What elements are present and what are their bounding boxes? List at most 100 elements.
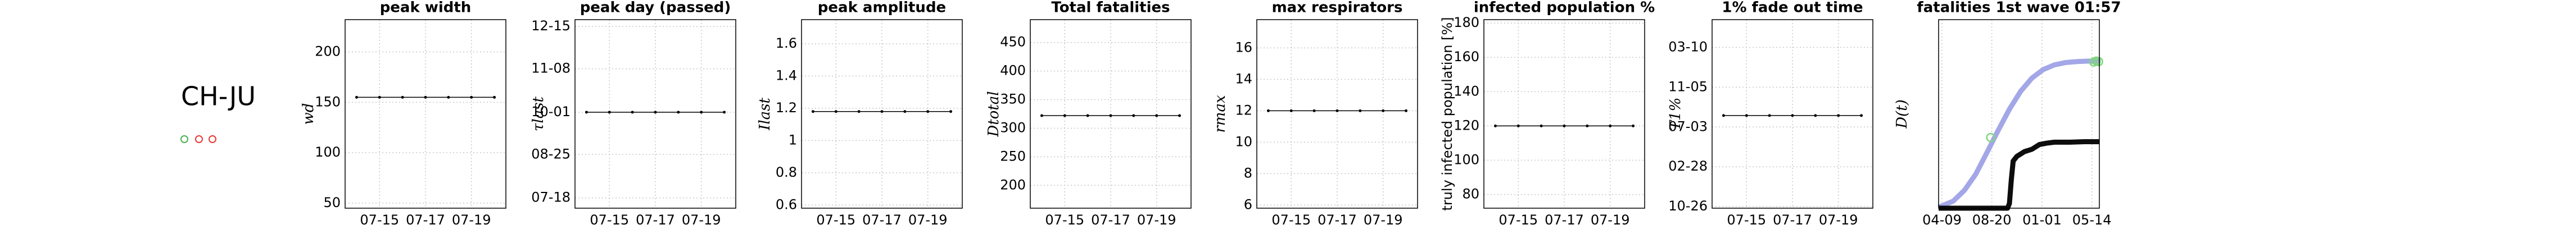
y-tick-label: 10: [1235, 134, 1252, 149]
x-tick-label: 07-19: [1591, 212, 1630, 228]
y-tick-label: 0.8: [776, 164, 797, 180]
plot-frame: [1256, 19, 1418, 209]
point: [493, 95, 496, 99]
y-tick-label: 180: [1454, 15, 1479, 30]
point: [1563, 124, 1566, 127]
y-axis-label: rmax: [1212, 95, 1229, 133]
point: [1540, 124, 1543, 127]
y-tick-label: 10-26: [1668, 198, 1708, 214]
y-tick-label: 11-05: [1668, 79, 1708, 94]
y-axis-label: wd: [300, 103, 317, 125]
point: [1335, 109, 1339, 112]
x-tick-label: 07-19: [1364, 212, 1403, 228]
x-tick-label: 07-19: [908, 212, 948, 228]
x-tick-label: 07-17: [406, 212, 445, 228]
y-tick-label: 6: [1244, 196, 1252, 212]
point: [401, 95, 404, 99]
x-tick-label: 07-15: [1271, 212, 1311, 228]
point: [1109, 114, 1112, 117]
point: [2094, 57, 2103, 67]
series-line: [1939, 139, 2099, 211]
point: [1745, 114, 1748, 117]
x-tick-label: 07-19: [1819, 212, 1858, 228]
y-tick-label: 1: [789, 132, 797, 148]
x-tick-label: 04-09: [1922, 212, 1962, 228]
y-tick-label: 250: [1000, 148, 1026, 164]
y-tick-label: 140: [1454, 83, 1479, 99]
x-tick-label: 07-17: [862, 212, 902, 228]
point: [1359, 109, 1362, 112]
chart-title: fatalities 1st wave 01:57: [1917, 0, 2121, 16]
point: [1493, 124, 1497, 127]
chart-title: peak amplitude: [818, 0, 946, 16]
status-dot: [209, 135, 216, 143]
y-axis-label: D(t): [1894, 99, 1911, 129]
point: [631, 111, 634, 114]
region-label: CH-JU: [181, 81, 256, 112]
point: [378, 95, 381, 99]
x-tick-label: 08-20: [1972, 212, 2012, 228]
x-tick-label: 05-14: [2072, 212, 2112, 228]
y-tick-label: 1.2: [776, 100, 797, 116]
chart-title: 1% fade out time: [1722, 0, 1863, 16]
y-tick-label: 08-25: [531, 146, 571, 162]
x-tick-label: 07-17: [1318, 212, 1357, 228]
point: [1132, 114, 1135, 117]
y-tick-label: 1.6: [776, 35, 797, 51]
point: [1405, 109, 1408, 112]
y-axis-label: Ilast: [757, 98, 773, 131]
point: [1040, 114, 1043, 117]
x-tick-label: 01-01: [2022, 212, 2062, 228]
y-tick-label: 10-01: [531, 104, 571, 120]
point: [1063, 114, 1066, 117]
point: [1632, 124, 1635, 127]
point: [470, 95, 473, 99]
point: [880, 110, 884, 113]
y-axis-label: truly infected population [%]: [1439, 17, 1455, 210]
point: [949, 110, 953, 113]
point: [1791, 114, 1794, 117]
y-tick-label: 14: [1235, 71, 1252, 86]
y-tick-label: 11-08: [531, 61, 571, 76]
point: [1609, 124, 1612, 127]
y-tick-label: 200: [315, 43, 341, 59]
plot-frame: [574, 19, 736, 209]
point: [1722, 114, 1725, 117]
chart-title: Total fatalities: [1051, 0, 1170, 16]
point: [811, 110, 814, 113]
point: [1266, 109, 1270, 112]
chart-title: peak day (passed): [580, 0, 731, 16]
x-tick-label: 07-15: [1727, 212, 1766, 228]
plot-frame: [1712, 19, 1873, 209]
y-tick-label: 1.4: [776, 68, 797, 84]
x-tick-label: 07-19: [682, 212, 721, 228]
x-tick-label: 07-15: [590, 212, 629, 228]
x-tick-label: 07-17: [636, 212, 675, 228]
point: [1837, 114, 1840, 117]
point: [1155, 114, 1158, 117]
y-tick-label: 100: [1454, 152, 1479, 167]
chart-title: max respirators: [1272, 0, 1403, 16]
point: [1814, 114, 1817, 117]
point: [926, 110, 930, 113]
point: [857, 110, 861, 113]
point: [1586, 124, 1589, 127]
y-tick-label: 16: [1235, 39, 1252, 55]
point: [424, 95, 427, 99]
x-tick-label: 07-17: [1773, 212, 1812, 228]
y-tick-label: 120: [1454, 117, 1479, 133]
y-tick-label: 300: [1000, 120, 1026, 135]
point: [1382, 109, 1385, 112]
y-tick-label: 12-15: [531, 18, 571, 34]
x-tick-label: 07-17: [1091, 212, 1130, 228]
chart-title: peak width: [380, 0, 472, 16]
y-axis-label: Dtotal: [985, 91, 1002, 137]
point: [1178, 114, 1181, 117]
y-axis-label: T1%: [1667, 98, 1684, 131]
point: [1289, 109, 1293, 112]
y-tick-label: 03-10: [1668, 39, 1708, 54]
y-tick-label: 8: [1244, 165, 1252, 181]
series-line: [1937, 58, 2099, 210]
x-tick-label: 07-15: [360, 212, 399, 228]
